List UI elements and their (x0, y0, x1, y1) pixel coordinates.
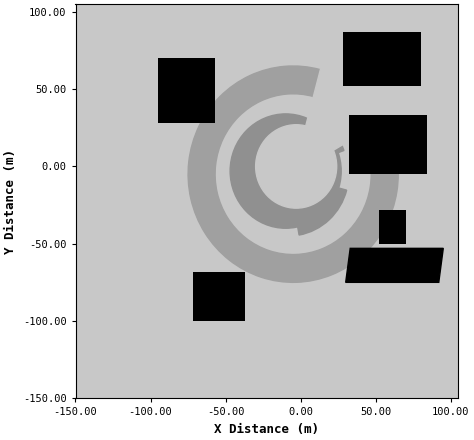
Bar (158, 58, 215, 123)
Wedge shape (293, 67, 387, 174)
Bar (343, 32, 421, 86)
Bar (192, 271, 245, 321)
Wedge shape (316, 124, 344, 156)
Wedge shape (188, 66, 398, 282)
Circle shape (255, 125, 337, 208)
Polygon shape (346, 248, 443, 282)
Circle shape (230, 114, 341, 228)
Bar (349, 115, 427, 174)
Bar (379, 210, 406, 244)
X-axis label: X Distance (m): X Distance (m) (214, 423, 319, 436)
Wedge shape (296, 186, 346, 235)
Y-axis label: Y Distance (m): Y Distance (m) (4, 149, 17, 254)
